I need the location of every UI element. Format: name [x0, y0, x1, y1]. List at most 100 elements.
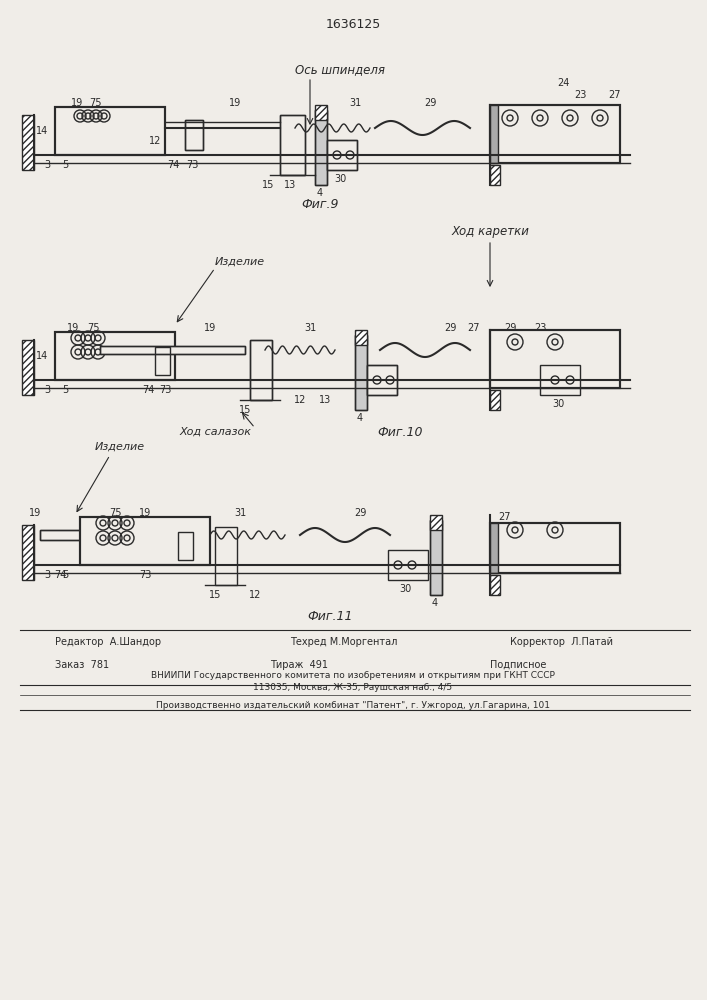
Text: 19: 19	[139, 508, 151, 518]
Bar	[22, 525, 34, 580]
Text: 75: 75	[109, 508, 121, 518]
Text: 30: 30	[334, 174, 346, 184]
Text: 3: 3	[44, 385, 50, 395]
Text: Корректор  Л.Патай: Корректор Л.Патай	[510, 637, 613, 647]
Text: Изделие: Изделие	[215, 257, 265, 267]
Text: 29: 29	[423, 98, 436, 108]
Text: 74: 74	[167, 160, 179, 170]
Bar	[540, 365, 580, 395]
Text: 19: 19	[204, 323, 216, 333]
Text: 14: 14	[36, 126, 48, 136]
Bar	[55, 332, 175, 380]
Text: Фиг.11: Фиг.11	[308, 610, 353, 624]
Text: 73: 73	[186, 160, 198, 170]
Text: 75: 75	[87, 323, 99, 333]
Bar	[430, 520, 442, 595]
Bar	[430, 520, 442, 595]
Text: 31: 31	[234, 508, 246, 518]
Text: 15: 15	[239, 405, 251, 415]
Text: 74: 74	[54, 570, 66, 580]
Text: 31: 31	[304, 323, 316, 333]
Bar	[80, 517, 210, 565]
Text: Изделие: Изделие	[95, 442, 145, 452]
Bar	[315, 110, 327, 185]
Text: 12: 12	[249, 590, 261, 600]
Bar	[185, 120, 203, 150]
Text: 23: 23	[574, 90, 586, 100]
Text: 1636125: 1636125	[325, 18, 380, 31]
Bar	[55, 107, 165, 155]
Bar	[355, 330, 367, 345]
Bar	[22, 340, 34, 395]
Text: 3: 3	[44, 570, 50, 580]
Bar	[40, 530, 90, 540]
Bar	[490, 575, 500, 595]
Text: 113035, Москва, Ж-35, Раушская наб., 4/5: 113035, Москва, Ж-35, Раушская наб., 4/5	[253, 684, 452, 692]
Bar	[490, 390, 500, 410]
Text: 23: 23	[534, 323, 547, 333]
Bar	[22, 115, 34, 170]
Bar	[250, 340, 272, 400]
Text: 14: 14	[36, 351, 48, 361]
Text: 73: 73	[139, 570, 151, 580]
Text: 19: 19	[67, 323, 79, 333]
Text: 4: 4	[317, 188, 323, 198]
Bar	[55, 107, 165, 155]
Text: 4: 4	[432, 598, 438, 608]
Bar	[327, 140, 357, 170]
Text: 29: 29	[504, 323, 516, 333]
Text: 5: 5	[62, 570, 68, 580]
Text: 27: 27	[609, 90, 621, 100]
Bar	[315, 105, 327, 120]
Bar	[315, 110, 327, 185]
Text: 15: 15	[262, 180, 274, 190]
Text: 13: 13	[284, 180, 296, 190]
Text: 75: 75	[89, 98, 101, 108]
Text: 19: 19	[71, 98, 83, 108]
Text: 3: 3	[44, 160, 50, 170]
Text: Техред М.Моргентал: Техред М.Моргентал	[290, 637, 397, 647]
Bar	[280, 115, 305, 175]
Bar	[367, 365, 397, 395]
Bar	[55, 332, 175, 380]
Bar	[490, 165, 500, 185]
Text: 13: 13	[319, 395, 331, 405]
Bar	[355, 335, 367, 410]
Text: 4: 4	[357, 413, 363, 423]
Text: Производственно издательский комбинат "Патент", г. Ужгород, ул.Гагарина, 101: Производственно издательский комбинат "П…	[156, 702, 550, 710]
Text: Фиг.9: Фиг.9	[301, 198, 339, 212]
Bar	[490, 523, 498, 573]
Text: Фиг.10: Фиг.10	[378, 426, 423, 438]
Bar	[490, 105, 498, 163]
Bar	[40, 530, 90, 540]
Text: 74: 74	[142, 385, 154, 395]
Text: 15: 15	[209, 590, 221, 600]
Bar	[490, 105, 620, 163]
Text: Тираж  491: Тираж 491	[270, 660, 328, 670]
Text: 31: 31	[349, 98, 361, 108]
Bar	[250, 340, 272, 400]
Bar	[490, 523, 620, 573]
Text: Редактор  А.Шандор: Редактор А.Шандор	[55, 637, 161, 647]
Bar	[100, 346, 245, 354]
Bar	[100, 346, 245, 354]
Bar	[215, 527, 237, 585]
Bar	[367, 365, 397, 395]
Text: Ось шпинделя: Ось шпинделя	[295, 64, 385, 77]
Bar	[155, 347, 170, 375]
Text: 12: 12	[294, 395, 306, 405]
Bar	[178, 532, 193, 560]
Bar	[490, 105, 620, 163]
Text: 24: 24	[557, 78, 569, 88]
Text: Заказ  781: Заказ 781	[55, 660, 109, 670]
Text: 27: 27	[498, 512, 511, 522]
Text: 29: 29	[354, 508, 366, 518]
Bar	[355, 335, 367, 410]
Text: Ход каретки: Ход каретки	[451, 226, 529, 238]
Text: 30: 30	[399, 584, 411, 594]
Bar	[490, 523, 620, 573]
Text: 5: 5	[62, 160, 68, 170]
Text: 29: 29	[444, 323, 456, 333]
Bar	[327, 140, 357, 170]
Text: 19: 19	[29, 508, 41, 518]
